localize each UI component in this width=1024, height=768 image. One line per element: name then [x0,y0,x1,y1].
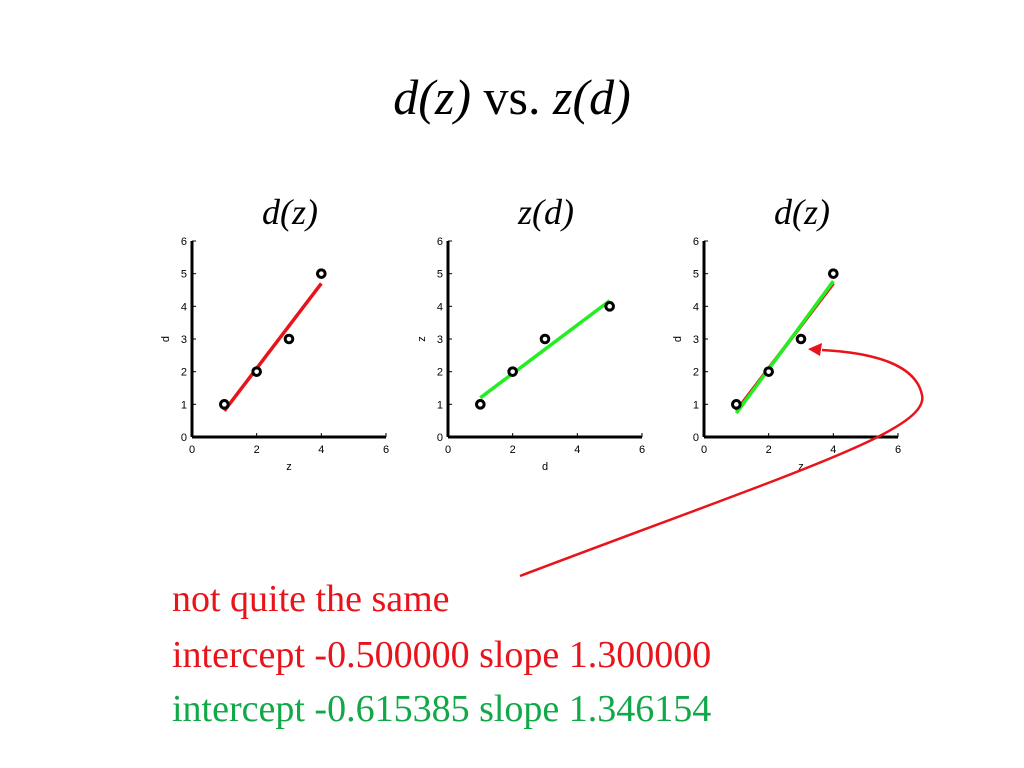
x-axis-label: z [798,461,804,473]
y-axis-label: z [416,336,428,342]
data-point [731,399,742,410]
x-tick-label: 2 [510,444,516,456]
note-not-quite-same: not quite the same [172,578,450,620]
data-point [507,366,518,377]
data-point [539,333,551,345]
panel-title-3: d(z) [774,192,830,232]
y-tick-label: 6 [181,236,187,248]
panel-title-1: d(z) [262,192,318,232]
x-tick-label: 4 [830,444,836,456]
y-tick-label: 3 [437,334,443,346]
y-tick-label: 3 [181,334,187,346]
y-tick-label: 5 [437,269,443,281]
x-axis-label: z [286,461,292,473]
y-tick-label: 0 [437,432,443,444]
x-tick-label: 6 [639,444,645,456]
data-point [795,333,807,345]
annotation-arrow [519,343,924,578]
fit-line [479,299,611,400]
y-tick-label: 6 [693,236,699,248]
panel-title-2: z(d) [518,192,574,232]
y-tick-label: 1 [693,399,699,411]
x-tick-label: 0 [189,444,195,456]
data-point [316,268,327,279]
y-tick-label: 3 [693,334,699,346]
plot-1: 0 1 2 3 4 5 6 0 2 4 6 z d [160,236,389,473]
annotation-curve [519,348,924,578]
y-tick-label: 0 [181,432,187,444]
title-right: z(d) [552,69,631,125]
y-tick-label: 4 [437,301,443,313]
slide-title: d(z) vs. z(d) [0,62,1024,132]
y-tick-label: 4 [181,301,187,313]
fit-line [734,280,835,415]
y-axis-label: d [672,336,684,342]
x-tick-label: 0 [701,444,707,456]
y-tick-label: 2 [437,367,443,379]
x-tick-label: 6 [383,444,389,456]
title-middle: vs. [483,69,541,125]
x-tick-label: 6 [895,444,901,456]
title-left: d(z) [393,69,472,125]
y-tick-label: 2 [693,367,699,379]
data-point [763,366,774,377]
y-tick-label: 1 [437,399,443,411]
x-tick-label: 2 [254,444,260,456]
data-point [219,399,230,410]
x-tick-label: 4 [574,444,580,456]
y-tick-label: 5 [693,269,699,281]
data-point [283,333,295,345]
x-axis-label: d [542,461,548,473]
data-point [604,301,615,312]
plot-2: 0 1 2 3 4 5 6 0 2 4 6 d z [416,236,645,473]
data-point [251,366,262,377]
y-tick-label: 5 [181,269,187,281]
x-tick-label: 0 [445,444,451,456]
data-point [828,268,839,279]
annotation-arrowhead [808,343,822,356]
data-point [475,399,486,410]
y-tick-label: 0 [693,432,699,444]
y-tick-label: 2 [181,367,187,379]
x-tick-label: 2 [766,444,772,456]
y-tick-label: 6 [437,236,443,248]
x-tick-label: 4 [318,444,324,456]
fit-line [222,282,323,412]
note-red-fit: intercept -0.500000 slope 1.300000 [172,634,712,676]
y-axis-label: d [160,336,172,342]
note-green-fit: intercept -0.615385 slope 1.346154 [172,688,712,730]
plot-3: 0 1 2 3 4 5 6 0 2 4 6 z d [672,236,901,473]
y-tick-label: 4 [693,301,699,313]
y-tick-label: 1 [181,399,187,411]
